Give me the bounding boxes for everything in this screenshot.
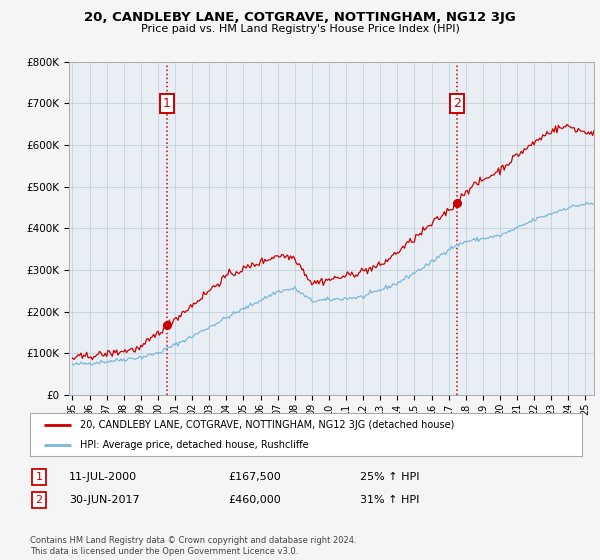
Text: £460,000: £460,000: [228, 495, 281, 505]
Text: £167,500: £167,500: [228, 472, 281, 482]
Text: HPI: Average price, detached house, Rushcliffe: HPI: Average price, detached house, Rush…: [80, 440, 308, 450]
Text: 20, CANDLEBY LANE, COTGRAVE, NOTTINGHAM, NG12 3JG (detached house): 20, CANDLEBY LANE, COTGRAVE, NOTTINGHAM,…: [80, 420, 454, 430]
Text: Price paid vs. HM Land Registry's House Price Index (HPI): Price paid vs. HM Land Registry's House …: [140, 24, 460, 34]
Text: 2: 2: [35, 495, 43, 505]
Text: 1: 1: [35, 472, 43, 482]
Text: 11-JUL-2000: 11-JUL-2000: [69, 472, 137, 482]
Text: 30-JUN-2017: 30-JUN-2017: [69, 495, 140, 505]
Text: 31% ↑ HPI: 31% ↑ HPI: [360, 495, 419, 505]
Text: 20, CANDLEBY LANE, COTGRAVE, NOTTINGHAM, NG12 3JG: 20, CANDLEBY LANE, COTGRAVE, NOTTINGHAM,…: [84, 11, 516, 24]
Text: 1: 1: [163, 97, 171, 110]
Text: 2: 2: [453, 97, 461, 110]
Text: Contains HM Land Registry data © Crown copyright and database right 2024.
This d: Contains HM Land Registry data © Crown c…: [30, 536, 356, 556]
Text: 25% ↑ HPI: 25% ↑ HPI: [360, 472, 419, 482]
